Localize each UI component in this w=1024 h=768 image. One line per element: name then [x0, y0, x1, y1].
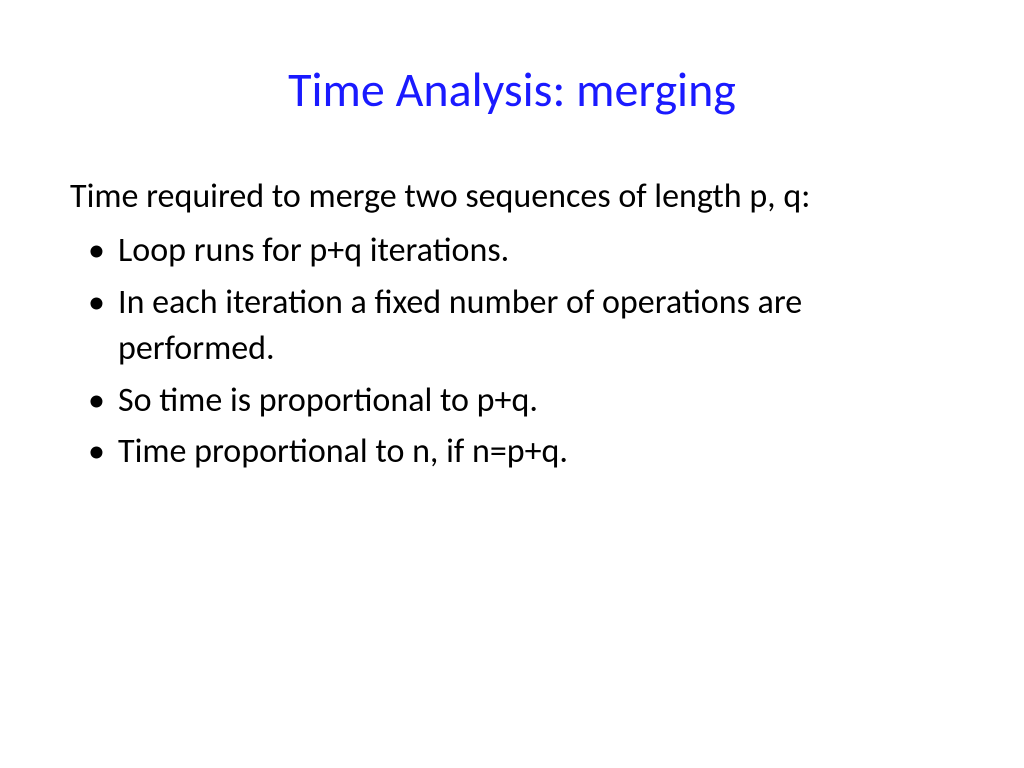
list-item: So time is proportional to p+q. [70, 378, 954, 424]
intro-text: Time required to merge two sequences of … [70, 174, 954, 220]
list-item: Time proportional to n, if n=p+q. [70, 429, 954, 475]
bullet-list: Loop runs for p+q iterations. In each it… [70, 228, 954, 475]
slide-title: Time Analysis: merging [70, 60, 954, 119]
slide: Time Analysis: merging Time required to … [0, 0, 1024, 768]
list-item: In each iteration a fixed number of oper… [70, 280, 954, 372]
list-item: Loop runs for p+q iterations. [70, 228, 954, 274]
